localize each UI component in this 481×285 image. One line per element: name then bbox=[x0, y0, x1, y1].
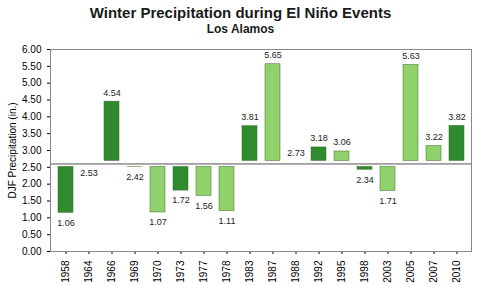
svg-text:5.00: 5.00 bbox=[22, 77, 42, 88]
svg-text:1987: 1987 bbox=[267, 260, 278, 283]
svg-text:5.65: 5.65 bbox=[264, 50, 282, 60]
svg-text:3.81: 3.81 bbox=[241, 112, 259, 122]
svg-text:DJF Precipitation (in.): DJF Precipitation (in.) bbox=[7, 102, 18, 198]
svg-text:1.50: 1.50 bbox=[22, 195, 42, 206]
svg-text:1969: 1969 bbox=[129, 260, 140, 283]
svg-text:1998: 1998 bbox=[359, 260, 370, 283]
svg-text:0.50: 0.50 bbox=[22, 229, 42, 240]
svg-text:4.00: 4.00 bbox=[22, 111, 42, 122]
svg-text:1995: 1995 bbox=[336, 260, 347, 283]
svg-text:2.53: 2.53 bbox=[80, 168, 98, 178]
svg-text:1.56: 1.56 bbox=[195, 201, 213, 211]
svg-text:6.00: 6.00 bbox=[22, 44, 42, 55]
svg-text:3.18: 3.18 bbox=[310, 133, 328, 143]
svg-text:2.34: 2.34 bbox=[356, 175, 374, 185]
svg-text:1.00: 1.00 bbox=[22, 212, 42, 223]
svg-text:3.06: 3.06 bbox=[333, 137, 351, 147]
svg-text:2003: 2003 bbox=[382, 260, 393, 283]
svg-text:2007: 2007 bbox=[428, 260, 439, 283]
svg-text:5.63: 5.63 bbox=[402, 51, 420, 61]
svg-text:1958: 1958 bbox=[60, 260, 71, 283]
svg-text:3.82: 3.82 bbox=[448, 112, 466, 122]
svg-text:1977: 1977 bbox=[198, 260, 209, 283]
svg-text:1.71: 1.71 bbox=[379, 196, 397, 206]
svg-text:3.00: 3.00 bbox=[22, 145, 42, 156]
svg-text:2.00: 2.00 bbox=[22, 178, 42, 189]
svg-text:0.00: 0.00 bbox=[22, 246, 42, 257]
svg-text:1.06: 1.06 bbox=[57, 218, 75, 228]
svg-text:1.11: 1.11 bbox=[219, 216, 236, 226]
svg-text:2.50: 2.50 bbox=[22, 162, 42, 173]
svg-text:1992: 1992 bbox=[313, 260, 324, 283]
svg-text:2010: 2010 bbox=[451, 260, 462, 283]
svg-text:1983: 1983 bbox=[244, 260, 255, 283]
svg-text:1966: 1966 bbox=[106, 260, 117, 283]
svg-text:1973: 1973 bbox=[175, 260, 186, 283]
svg-text:1988: 1988 bbox=[290, 260, 301, 283]
svg-text:1970: 1970 bbox=[152, 260, 163, 283]
svg-text:4.54: 4.54 bbox=[103, 88, 121, 98]
html-text:Winter Precipitation during El: Winter Precipitation during El Niño Even… bbox=[89, 4, 392, 21]
svg-text:5.50: 5.50 bbox=[22, 61, 42, 72]
svg-text:2.73: 2.73 bbox=[287, 148, 305, 158]
svg-text:1.72: 1.72 bbox=[172, 195, 190, 205]
svg-text:3.22: 3.22 bbox=[425, 132, 443, 142]
svg-text:4.50: 4.50 bbox=[22, 94, 42, 105]
svg-text:3.50: 3.50 bbox=[22, 128, 42, 139]
svg-text:1.07: 1.07 bbox=[149, 217, 167, 227]
svg-text:1964: 1964 bbox=[83, 260, 94, 283]
svg-text:1978: 1978 bbox=[221, 260, 232, 283]
svg-text:2.42: 2.42 bbox=[126, 172, 144, 182]
html-text:Los Alamos: Los Alamos bbox=[206, 22, 275, 36]
svg-text:2005: 2005 bbox=[405, 260, 416, 283]
